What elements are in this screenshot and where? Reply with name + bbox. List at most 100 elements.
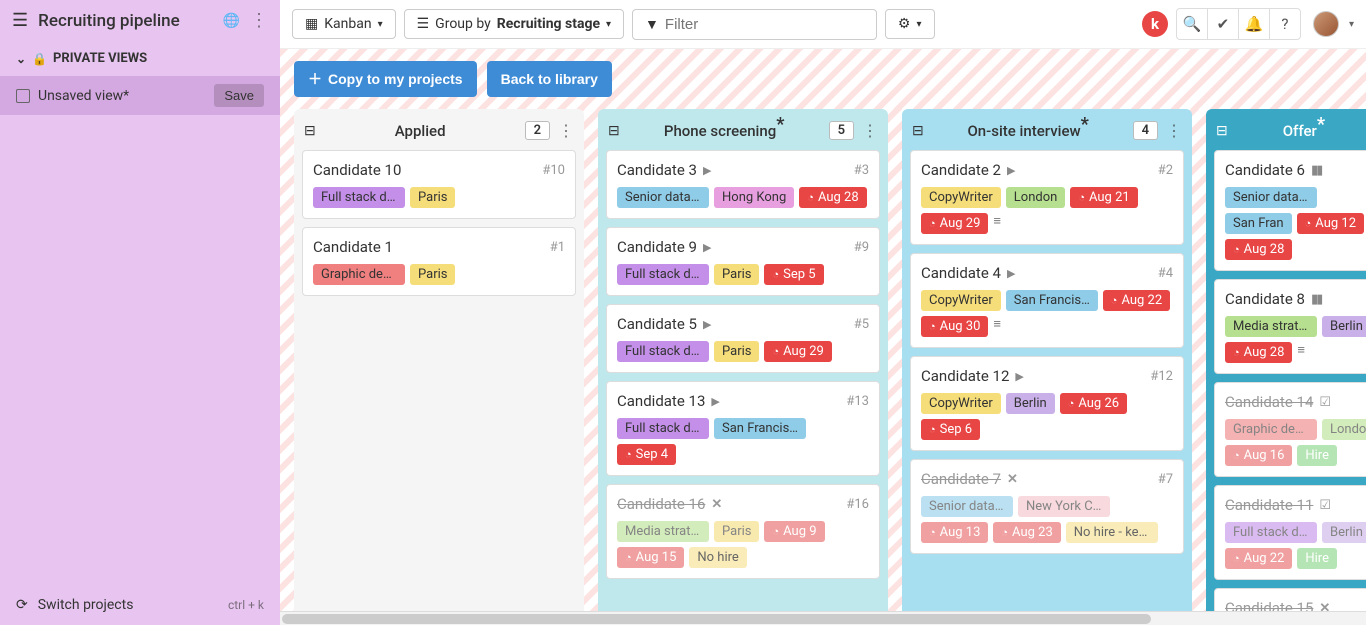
card-tag: Berlin bbox=[1322, 522, 1366, 543]
clock-icon: ◔ bbox=[1001, 526, 1008, 539]
card-tag: CopyWriter bbox=[921, 187, 1001, 208]
card-id: #3 bbox=[854, 163, 869, 178]
horizontal-scrollbar[interactable] bbox=[280, 611, 1366, 625]
card-tag: London bbox=[1006, 187, 1066, 208]
search-icon[interactable]: 🔍 bbox=[1176, 8, 1208, 40]
kanban-card[interactable]: Candidate 3 ▶ #3 Senior data s...Hong Ko… bbox=[606, 150, 880, 219]
card-tag: CopyWriter bbox=[921, 393, 1001, 414]
kanban-card[interactable]: Candidate 10 #10 Full stack de...Paris bbox=[302, 150, 576, 219]
refresh-icon: ⟳ bbox=[16, 597, 28, 613]
check-icon: ☑ bbox=[1319, 498, 1331, 513]
caret-down-icon: ▾ bbox=[378, 19, 383, 30]
kanban-card[interactable]: Candidate 5 ▶ #5 Full stack de...Paris◔A… bbox=[606, 304, 880, 373]
sidebar: ☰ Recruiting pipeline 🌐 ⋮ ⌄ 🔒 PRIVATE VI… bbox=[0, 0, 280, 625]
date-tag: ◔Sep 4 bbox=[617, 444, 676, 465]
collapse-icon[interactable]: ⊟ bbox=[304, 123, 316, 139]
card-title: Candidate 15 bbox=[1225, 599, 1313, 611]
card-title: Candidate 5 bbox=[617, 315, 697, 333]
kanban-card[interactable]: Candidate 13 ▶ #13 Full stack de...San F… bbox=[606, 381, 880, 476]
avatar[interactable] bbox=[1313, 11, 1339, 37]
card-tags: Full stack de...Paris bbox=[313, 187, 565, 208]
tasks-icon[interactable]: ✔ bbox=[1207, 8, 1239, 40]
kanban-card[interactable]: Candidate 9 ▶ #9 Full stack de...Paris◔S… bbox=[606, 227, 880, 296]
sidebar-view-item[interactable]: Unsaved view* Save bbox=[0, 76, 280, 115]
group-by-button[interactable]: ☰ Group by Recruiting stage ▾ bbox=[404, 9, 624, 39]
help-icon[interactable]: ? bbox=[1269, 8, 1301, 40]
hamburger-icon[interactable]: ☰ bbox=[12, 10, 28, 31]
sliders-icon: ⚙ bbox=[898, 16, 911, 32]
card-title: Candidate 1 bbox=[313, 238, 393, 256]
date-tag: ◔Sep 5 bbox=[764, 264, 823, 285]
date-tag: ◔Aug 22 bbox=[1103, 290, 1170, 311]
kanban-card[interactable]: Candidate 11 ☑ Full stack de...Berlin◔Au… bbox=[1214, 485, 1366, 580]
card-id: #2 bbox=[1158, 163, 1173, 178]
card-tags: Full stack de...Paris◔Aug 29 bbox=[617, 341, 869, 362]
play-icon: ▶ bbox=[1007, 164, 1015, 177]
pause-icon: ▮▮ bbox=[1311, 292, 1321, 307]
project-menu-icon[interactable]: ⋮ bbox=[250, 10, 268, 31]
kanban-card[interactable]: Candidate 1 #1 Graphic desi...Paris bbox=[302, 227, 576, 296]
date-tag: ◔Aug 29 bbox=[764, 341, 831, 362]
date-tag: ◔Aug 21 bbox=[1070, 187, 1137, 208]
column-count: 2 bbox=[525, 121, 550, 140]
bell-icon[interactable]: 🔔 bbox=[1238, 8, 1270, 40]
kanban-card[interactable]: Candidate 15 ✕ Full stack de...San Fran bbox=[1214, 588, 1366, 611]
filter-button[interactable]: ▼ bbox=[632, 9, 877, 40]
clock-icon: ◔ bbox=[1233, 243, 1240, 256]
column-menu-icon[interactable]: ⋮ bbox=[1166, 121, 1182, 140]
kanban-card[interactable]: Candidate 16 ✕ #16 Media strate...Paris◔… bbox=[606, 484, 880, 579]
private-views-header[interactable]: ⌄ 🔒 PRIVATE VIEWS bbox=[0, 41, 280, 76]
card-title: Candidate 9 bbox=[617, 238, 697, 256]
clock-icon: ◔ bbox=[1078, 191, 1085, 204]
clock-icon: ◔ bbox=[1233, 346, 1240, 359]
view-label: Unsaved view* bbox=[38, 88, 206, 104]
lock-icon: 🔒 bbox=[32, 52, 47, 66]
kanban-card[interactable]: Candidate 4 ▶ #4 CopyWriterSan Francisco… bbox=[910, 253, 1184, 348]
save-view-button[interactable]: Save bbox=[214, 84, 264, 107]
back-to-library-button[interactable]: Back to library bbox=[487, 61, 612, 97]
copy-to-projects-button[interactable]: ＋ Copy to my projects bbox=[294, 61, 477, 97]
collapse-icon[interactable]: ⊟ bbox=[608, 123, 620, 139]
card-title: Candidate 16 bbox=[617, 495, 705, 513]
card-tags: Senior data s...Hong Kong◔Aug 28 bbox=[617, 187, 869, 208]
card-title: Candidate 7 bbox=[921, 470, 1001, 488]
clock-icon: ◔ bbox=[1305, 217, 1312, 230]
card-id: #1 bbox=[550, 240, 565, 255]
collapse-icon[interactable]: ⊟ bbox=[1216, 123, 1228, 139]
card-tag: Media strate... bbox=[1225, 316, 1317, 337]
play-icon: ▶ bbox=[1015, 370, 1023, 383]
switch-projects[interactable]: ⟳ Switch projects ctrl + k bbox=[0, 585, 280, 625]
clock-icon: ◔ bbox=[625, 551, 632, 564]
clock-icon: ◔ bbox=[772, 525, 779, 538]
kanban-card[interactable]: Candidate 7 ✕ #7 Senior data s...New Yor… bbox=[910, 459, 1184, 554]
kanban-card[interactable]: Candidate 14 ☑ Graphic desi...London◔Aug… bbox=[1214, 382, 1366, 477]
filter-icon: ▼ bbox=[645, 16, 659, 33]
play-icon: ▶ bbox=[1007, 267, 1015, 280]
group-by-value: Recruiting stage bbox=[497, 16, 600, 32]
card-title: Candidate 6 bbox=[1225, 161, 1305, 179]
settings-button[interactable]: ⚙ ▾ bbox=[885, 9, 935, 39]
column-menu-icon[interactable]: ⋮ bbox=[862, 121, 878, 140]
kanban-card[interactable]: Candidate 2 ▶ #2 CopyWriterLondon◔Aug 21… bbox=[910, 150, 1184, 245]
card-title: Candidate 12 bbox=[921, 367, 1009, 385]
user-caret-icon[interactable]: ▾ bbox=[1349, 19, 1354, 30]
column-menu-icon[interactable]: ⋮ bbox=[558, 121, 574, 140]
brand-badge[interactable]: k bbox=[1142, 11, 1168, 37]
card-tag: Full stack de... bbox=[617, 418, 709, 439]
filter-input[interactable] bbox=[665, 16, 864, 33]
view-mode-button[interactable]: ▦ Kanban ▾ bbox=[292, 9, 396, 39]
card-title: Candidate 11 bbox=[1225, 496, 1313, 514]
kanban-card[interactable]: Candidate 8 ▮▮ Media strate...Berlin◔Aug… bbox=[1214, 279, 1366, 374]
board-scroll[interactable]: ⊟ Applied 2 ⋮ Candidate 10 #10 Full stac… bbox=[280, 109, 1366, 611]
grid-icon: ▦ bbox=[305, 16, 318, 32]
caret-down-icon: ▾ bbox=[916, 19, 921, 30]
date-tag: ◔Aug 13 bbox=[921, 522, 988, 543]
date-tag: ◔Aug 26 bbox=[1060, 393, 1127, 414]
kanban-card[interactable]: Candidate 6 ▮▮ Senior data s...San Fran◔… bbox=[1214, 150, 1366, 271]
clock-icon: ◔ bbox=[1111, 294, 1118, 307]
card-tags: CopyWriterLondon◔Aug 21◔Aug 29≡ bbox=[921, 187, 1173, 234]
card-tag: Media strate... bbox=[617, 521, 709, 542]
kanban-card[interactable]: Candidate 12 ▶ #12 CopyWriterBerlin◔Aug … bbox=[910, 356, 1184, 451]
collapse-icon[interactable]: ⊟ bbox=[912, 123, 924, 139]
play-icon: ▶ bbox=[703, 164, 711, 177]
